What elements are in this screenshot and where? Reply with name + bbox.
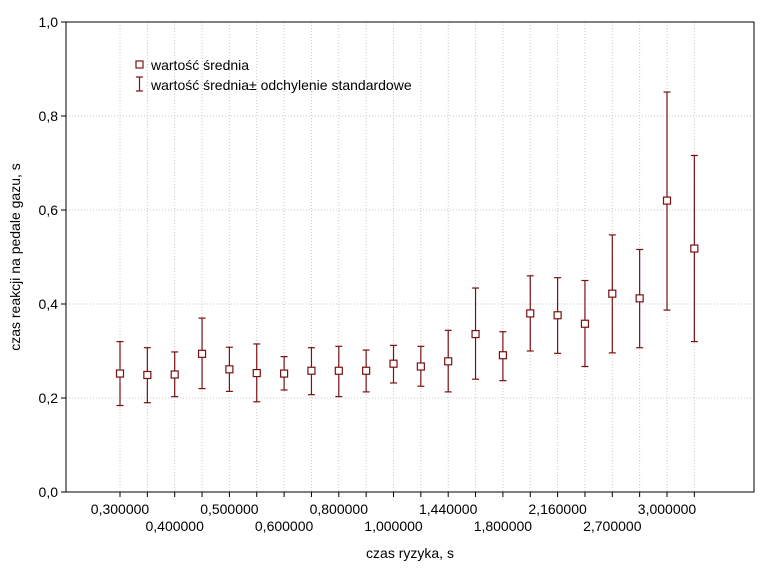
mean-marker [471,329,480,339]
mean-marker [662,196,672,205]
mean-marker [580,319,590,328]
x-tick-label: 0,500000 [200,501,259,517]
y-tick-label: 0,6 [39,202,59,218]
x-tick-label: 0,400000 [145,518,204,534]
mean-marker [252,368,261,378]
mean-marker [526,309,535,318]
x-tick-label: 0,800000 [310,501,369,517]
legend-mean-label: wartość średnia [150,57,249,73]
mean-marker [690,244,699,253]
mean-marker [635,294,644,303]
mean-marker [498,351,507,360]
x-axis-title: czas ryzyka, s [366,545,454,561]
y-tick-label: 0,0 [39,484,59,500]
y-tick-label: 0,2 [39,390,59,406]
x-tick-label: 3,000000 [638,501,697,517]
mean-marker [416,362,425,371]
x-tick-label: 2,160000 [528,501,587,517]
x-tick-label: 0,300000 [91,501,150,517]
mean-marker [115,369,125,378]
mean-marker [334,366,343,375]
mean-marker [197,349,207,358]
mean-marker [444,357,453,366]
x-tick-label: 1,440000 [419,501,478,517]
data-points [115,91,699,407]
y-tick-label: 1,0 [39,14,59,30]
mean-marker [225,365,234,374]
legend-mean-marker [135,60,144,69]
x-tick-label: 1,000000 [364,518,423,534]
x-axis: 0,300000 0,500000 0,800000 1,440000 2,160000… [91,492,697,534]
plot-frame [65,21,755,493]
y-tick-label: 0,8 [39,108,59,124]
mean-marker [389,359,398,368]
x-tick-label: 0,600000 [255,518,314,534]
mean-marker [280,369,289,378]
mean-marker [143,370,152,380]
mean-marker [307,366,316,375]
legend-sd-label: wartość średnia± odchylenie standardowe [150,77,412,93]
mean-marker [362,366,371,375]
mean-marker [608,289,617,298]
y-axis-title: czas reakcji na pedale gazu, s [7,163,23,351]
mean-marker [553,311,562,320]
y-tick-label: 0,4 [39,296,59,312]
x-tick-label: 1,800000 [474,518,533,534]
y-axis: 0,0 0,2 0,4 0,6 0,8 1,0 [39,14,66,500]
legend: wartość średnia wartość średnia± odchyle… [135,57,412,93]
mean-marker [170,370,179,379]
x-tick-label: 2,700000 [583,518,642,534]
